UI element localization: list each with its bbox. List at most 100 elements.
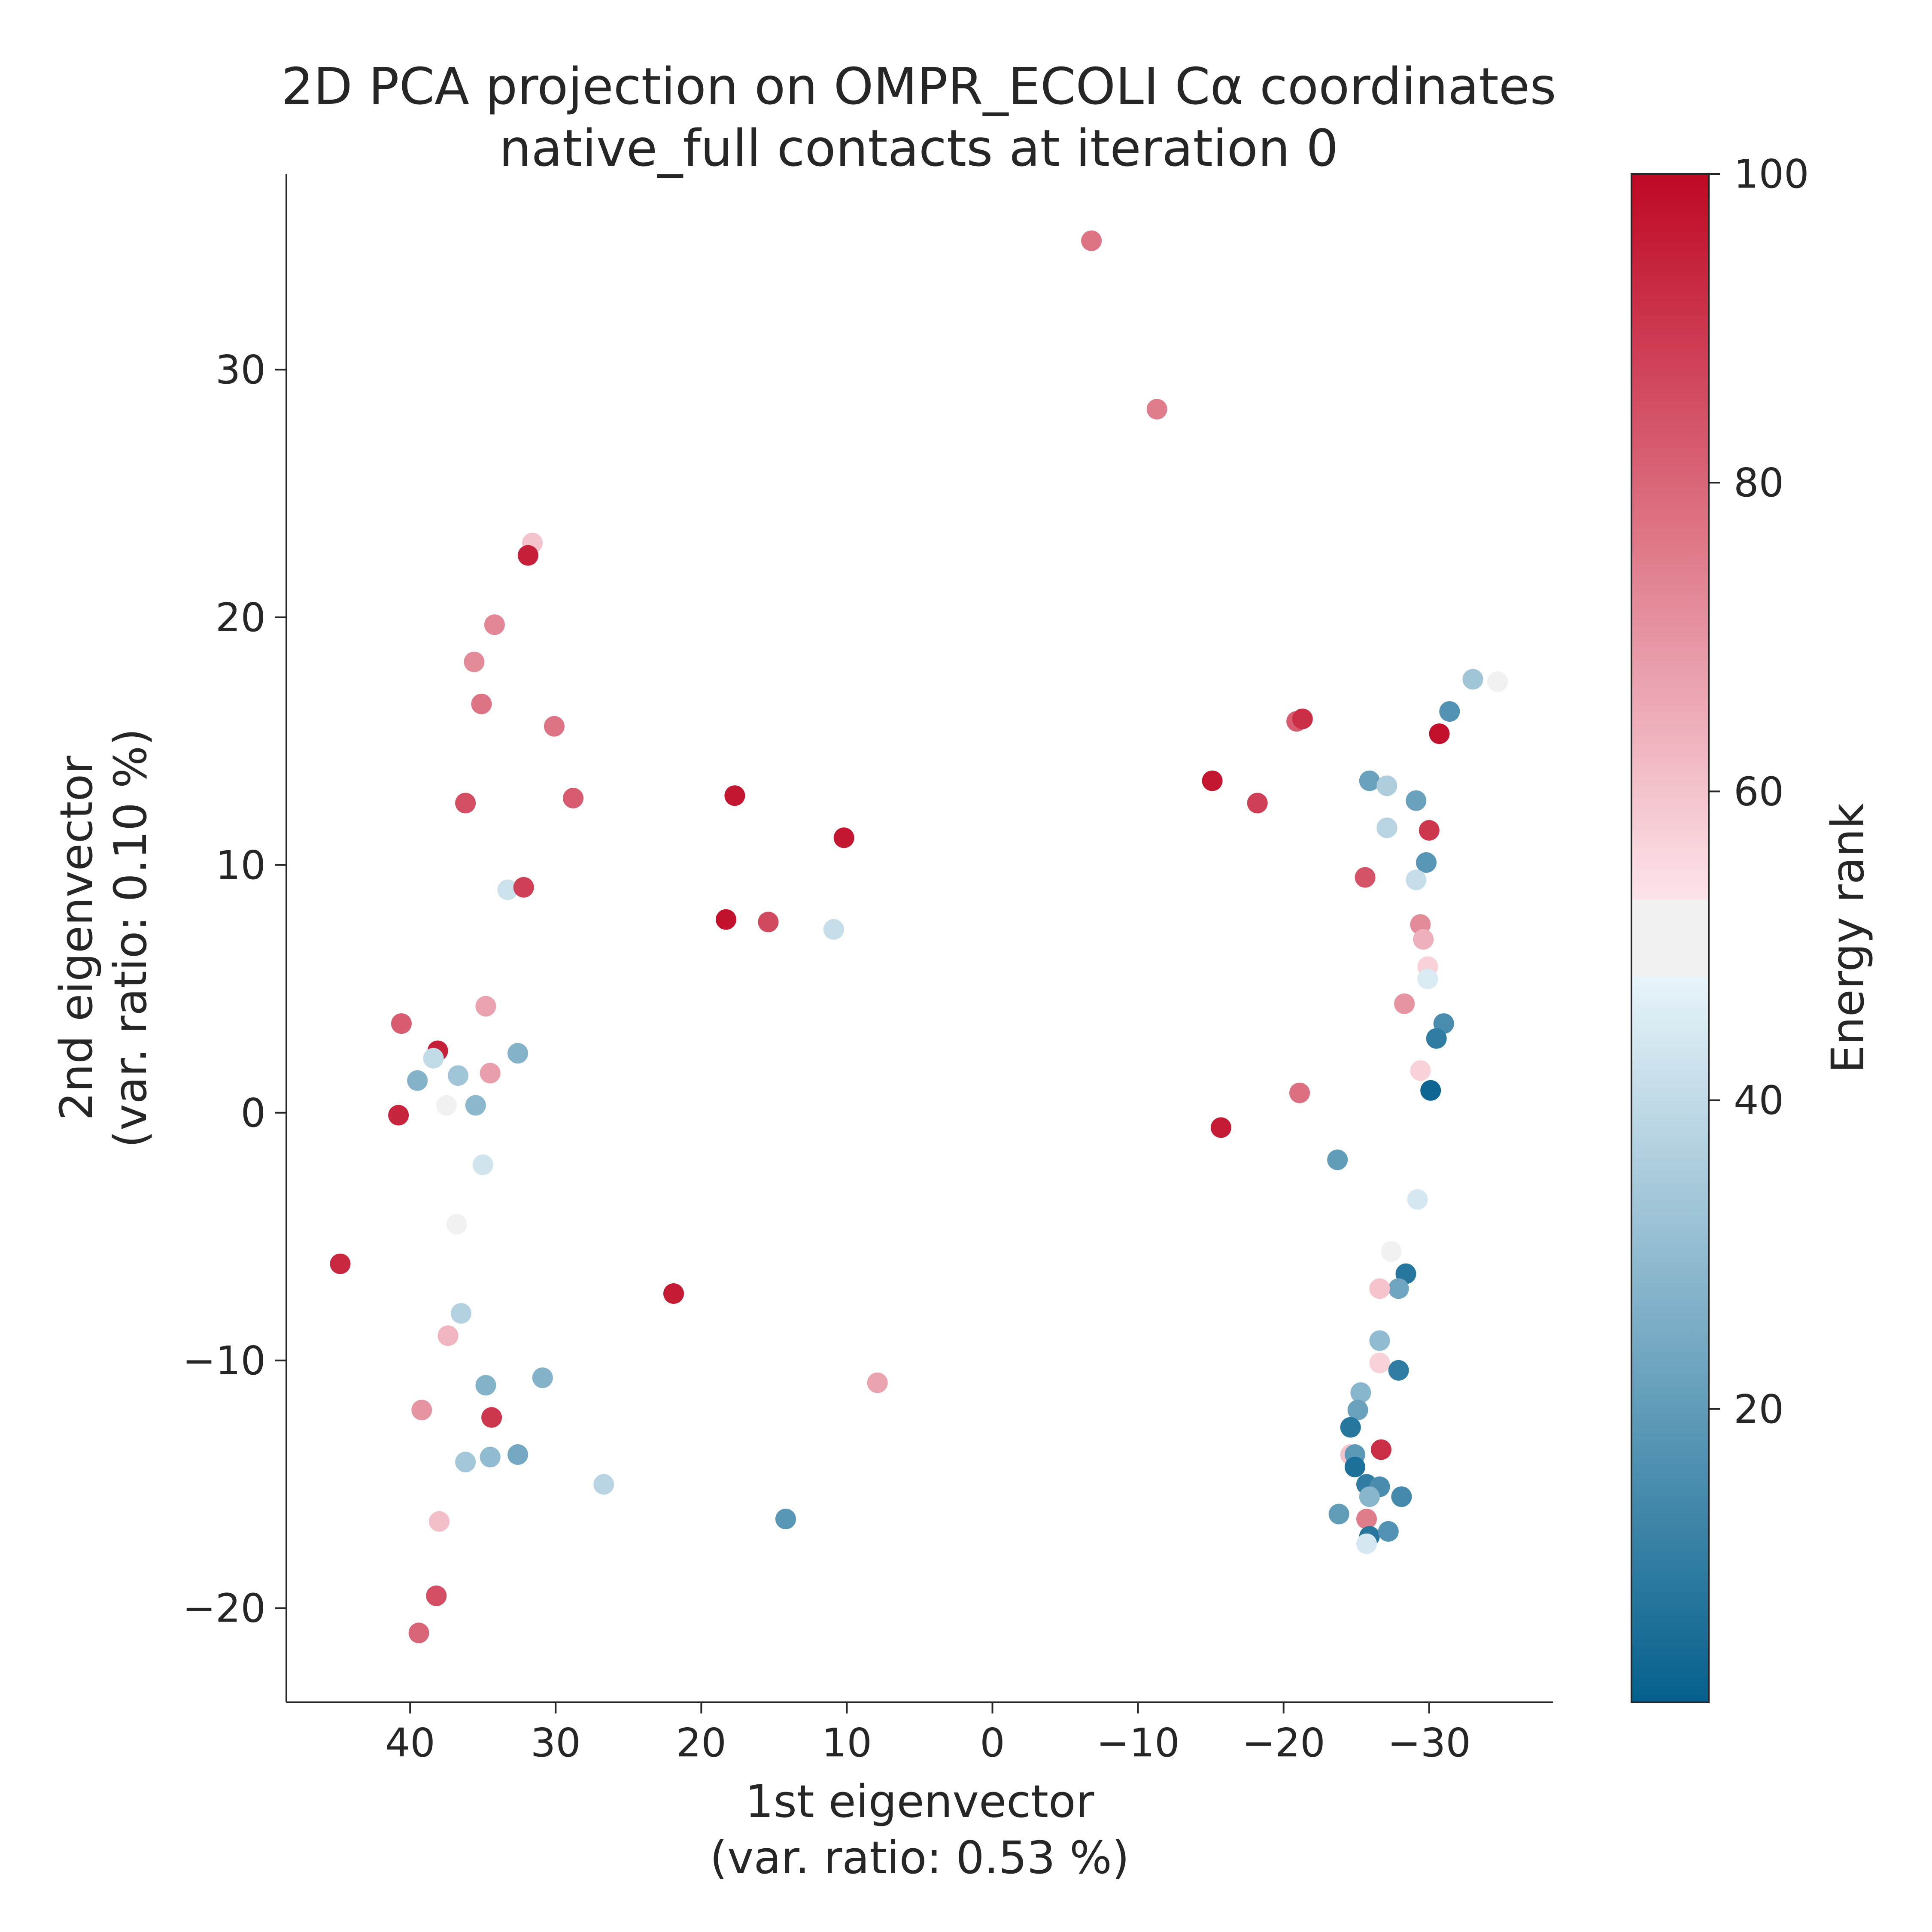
data-point: [330, 1253, 351, 1274]
data-point: [471, 693, 492, 714]
data-point: [1462, 669, 1483, 690]
data-point: [484, 614, 505, 635]
y-tick-label: −20: [182, 1586, 266, 1631]
data-point: [411, 1400, 432, 1421]
data-point: [867, 1372, 888, 1393]
data-point: [758, 911, 779, 933]
data-point: [1350, 1382, 1371, 1403]
y-axis-label: 2nd eigenvector: [50, 756, 103, 1121]
data-point: [1378, 1521, 1399, 1542]
data-point: [1419, 820, 1440, 841]
data-point: [1356, 1509, 1377, 1529]
data-point: [429, 1511, 450, 1532]
x-tick-label: 40: [385, 1720, 435, 1766]
colorbar-tick-label: 100: [1734, 151, 1809, 197]
chart-subtitle: native_full contacts at iteration 0: [499, 118, 1339, 178]
data-point: [663, 1283, 684, 1304]
data-point: [480, 1446, 501, 1467]
scatter-points: [330, 230, 1508, 1643]
x-tick-label: −20: [1242, 1720, 1325, 1766]
data-point: [513, 877, 534, 898]
data-point: [448, 1065, 469, 1086]
data-point: [408, 1622, 429, 1643]
data-point: [1344, 1456, 1365, 1477]
data-point: [475, 996, 496, 1017]
y-tick-label: 20: [216, 595, 266, 641]
x-tick-label: 30: [531, 1720, 581, 1766]
data-point: [1410, 1060, 1431, 1081]
data-point: [450, 1303, 471, 1324]
data-point: [455, 1452, 476, 1473]
data-point: [1388, 1360, 1409, 1381]
data-point: [407, 1070, 428, 1091]
data-point: [1381, 1241, 1402, 1262]
colorbar-tick-label: 80: [1734, 460, 1784, 506]
data-point: [1359, 770, 1380, 791]
data-point: [1420, 1080, 1441, 1101]
data-point: [1413, 929, 1434, 950]
chart-title: 2D PCA projection on OMPR_ECOLI Cα coord…: [281, 57, 1556, 116]
data-point: [1487, 671, 1508, 692]
data-point: [426, 1585, 447, 1606]
colorbar: [1631, 173, 1710, 1703]
data-point: [833, 827, 854, 848]
colorbar-ticks: 20 40 60 80 100: [1709, 151, 1809, 1432]
data-point: [423, 1048, 444, 1069]
data-point: [716, 909, 736, 930]
data-point: [1369, 1330, 1390, 1351]
data-point: [1417, 969, 1438, 990]
data-point: [1210, 1117, 1231, 1138]
data-point: [1406, 790, 1427, 811]
colorbar-label: Energy rank: [1822, 803, 1874, 1073]
data-point: [497, 879, 518, 900]
data-point: [507, 1444, 529, 1465]
data-point: [1388, 1278, 1409, 1299]
data-point: [1355, 867, 1376, 888]
data-point: [475, 1375, 496, 1396]
data-point: [1292, 708, 1313, 729]
data-point: [1416, 852, 1437, 873]
data-point: [823, 919, 844, 940]
data-point: [1347, 1400, 1368, 1421]
data-point: [1391, 1486, 1412, 1507]
data-point: [1426, 1028, 1447, 1049]
data-point: [1328, 1504, 1349, 1525]
data-point: [437, 1325, 459, 1346]
data-point: [775, 1509, 796, 1529]
data-point: [1340, 1417, 1361, 1438]
data-point: [517, 545, 538, 566]
data-point: [455, 793, 476, 814]
x-axis-label: 1st eigenvector: [745, 1775, 1094, 1828]
data-point: [1146, 399, 1167, 420]
data-point: [391, 1013, 412, 1034]
y-tick-label: 0: [240, 1090, 266, 1136]
data-point: [1081, 230, 1102, 251]
data-point: [465, 1095, 486, 1116]
data-point: [1407, 1189, 1428, 1210]
data-point: [1247, 793, 1268, 814]
y-tick-label: 10: [216, 842, 266, 888]
x-axis-label-ratio: (var. ratio: 0.53 %): [710, 1832, 1129, 1884]
data-point: [1327, 1149, 1348, 1170]
data-point: [481, 1407, 502, 1428]
data-point: [1356, 1533, 1377, 1554]
data-point: [593, 1474, 614, 1495]
data-point: [446, 1214, 467, 1235]
x-axis-ticks: 40 30 20 10 0 −10 −20 −30: [385, 1702, 1471, 1766]
data-point: [1439, 701, 1460, 722]
data-point: [1376, 817, 1397, 838]
data-point: [388, 1105, 409, 1126]
data-point: [724, 785, 745, 806]
x-tick-label: 10: [822, 1720, 872, 1766]
y-axis-ticks: 30 20 10 0 −10 −20: [182, 347, 286, 1631]
colorbar-tick-label: 60: [1734, 769, 1784, 814]
data-point: [480, 1063, 501, 1084]
y-tick-label: 30: [216, 347, 266, 393]
data-point: [1202, 770, 1223, 791]
data-point: [544, 716, 565, 737]
data-point: [1406, 869, 1427, 890]
data-point: [436, 1095, 457, 1116]
data-point: [1289, 1082, 1310, 1103]
y-tick-label: −10: [182, 1338, 266, 1384]
data-point: [472, 1154, 493, 1175]
